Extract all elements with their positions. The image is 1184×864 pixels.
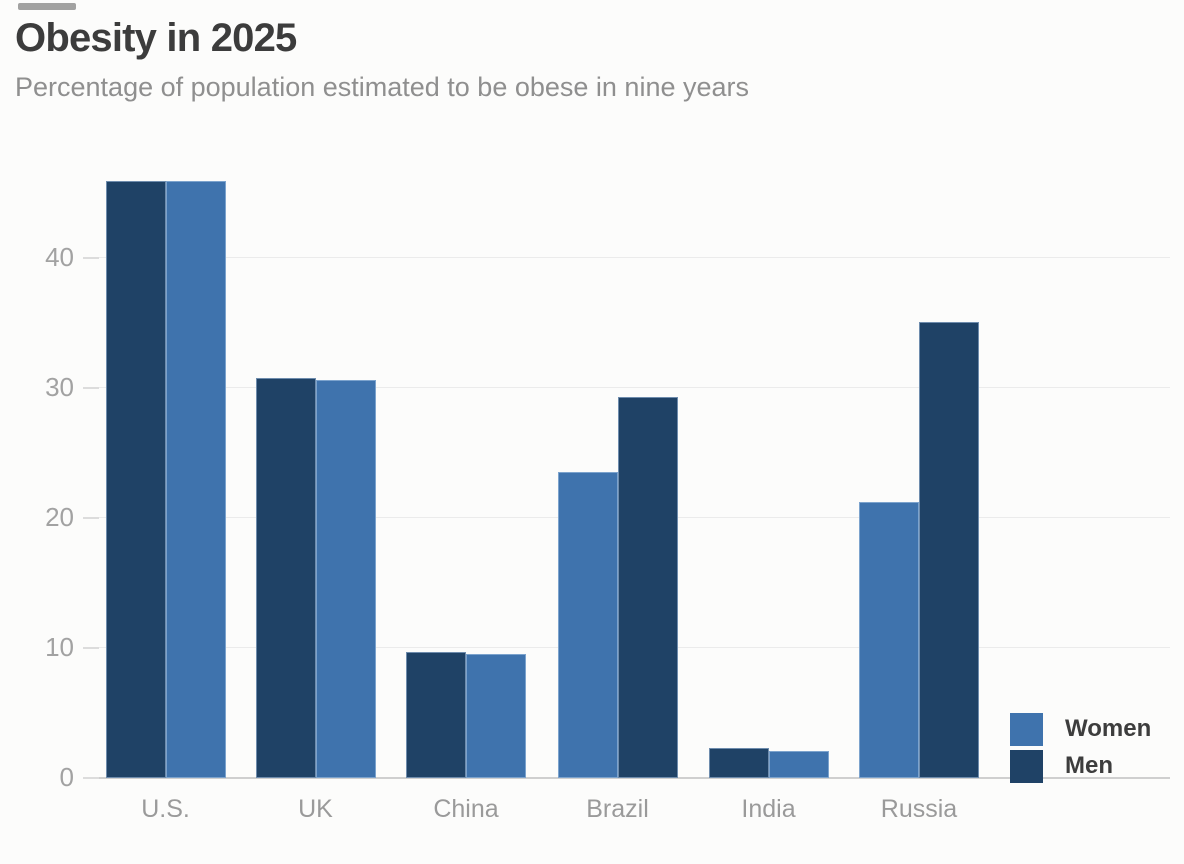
legend-item-women: Women <box>1010 712 1151 746</box>
y-tick-label-20: 20 <box>45 501 74 532</box>
chart-legend: Women Men <box>1010 712 1151 786</box>
top-edge-artifact <box>18 3 76 10</box>
chart-subtitle: Percentage of population estimated to be… <box>15 72 749 102</box>
bar-us-men <box>106 181 166 778</box>
y-tick-mark-30 <box>83 387 99 389</box>
y-tick-label-0: 0 <box>59 761 74 792</box>
bar-russia-women <box>859 502 919 778</box>
chart-title: Obesity in 2025 <box>15 16 297 60</box>
legend-swatch-men <box>1010 749 1043 783</box>
y-tick-mark-10 <box>83 647 99 649</box>
legend-item-men: Men <box>1010 749 1151 783</box>
y-tick-mark-40 <box>83 257 99 259</box>
bar-uk-men <box>256 378 316 778</box>
bar-russia-men <box>919 322 979 778</box>
gridline-30 <box>83 387 1170 388</box>
bar-china-women <box>466 654 526 778</box>
x-axis-label-uk: UK <box>298 795 333 823</box>
legend-swatch-women <box>1010 712 1043 746</box>
x-axis-label-us: U.S. <box>141 795 190 823</box>
y-tick-label-40: 40 <box>45 241 74 272</box>
bar-uk-women <box>316 380 376 778</box>
y-tick-mark-0 <box>83 777 99 779</box>
y-tick-label-10: 10 <box>45 631 74 662</box>
bar-india-men <box>709 748 769 778</box>
bar-brazil-women <box>558 472 618 778</box>
legend-label-men: Men <box>1065 752 1113 779</box>
x-axis-label-russia: Russia <box>880 795 958 823</box>
x-axis-label-brazil: Brazil <box>586 795 649 823</box>
bar-china-men <box>406 652 466 778</box>
x-axis-line <box>83 777 1170 779</box>
y-tick-mark-20 <box>83 517 99 519</box>
x-axis-label-china: China <box>433 795 499 823</box>
bar-india-women <box>769 751 829 778</box>
legend-label-women: Women <box>1065 715 1152 742</box>
bar-us-women <box>166 181 226 778</box>
gridline-40 <box>83 257 1170 258</box>
y-tick-label-30: 30 <box>45 371 74 402</box>
bar-brazil-men <box>618 397 678 778</box>
x-axis-label-india: India <box>741 795 796 823</box>
